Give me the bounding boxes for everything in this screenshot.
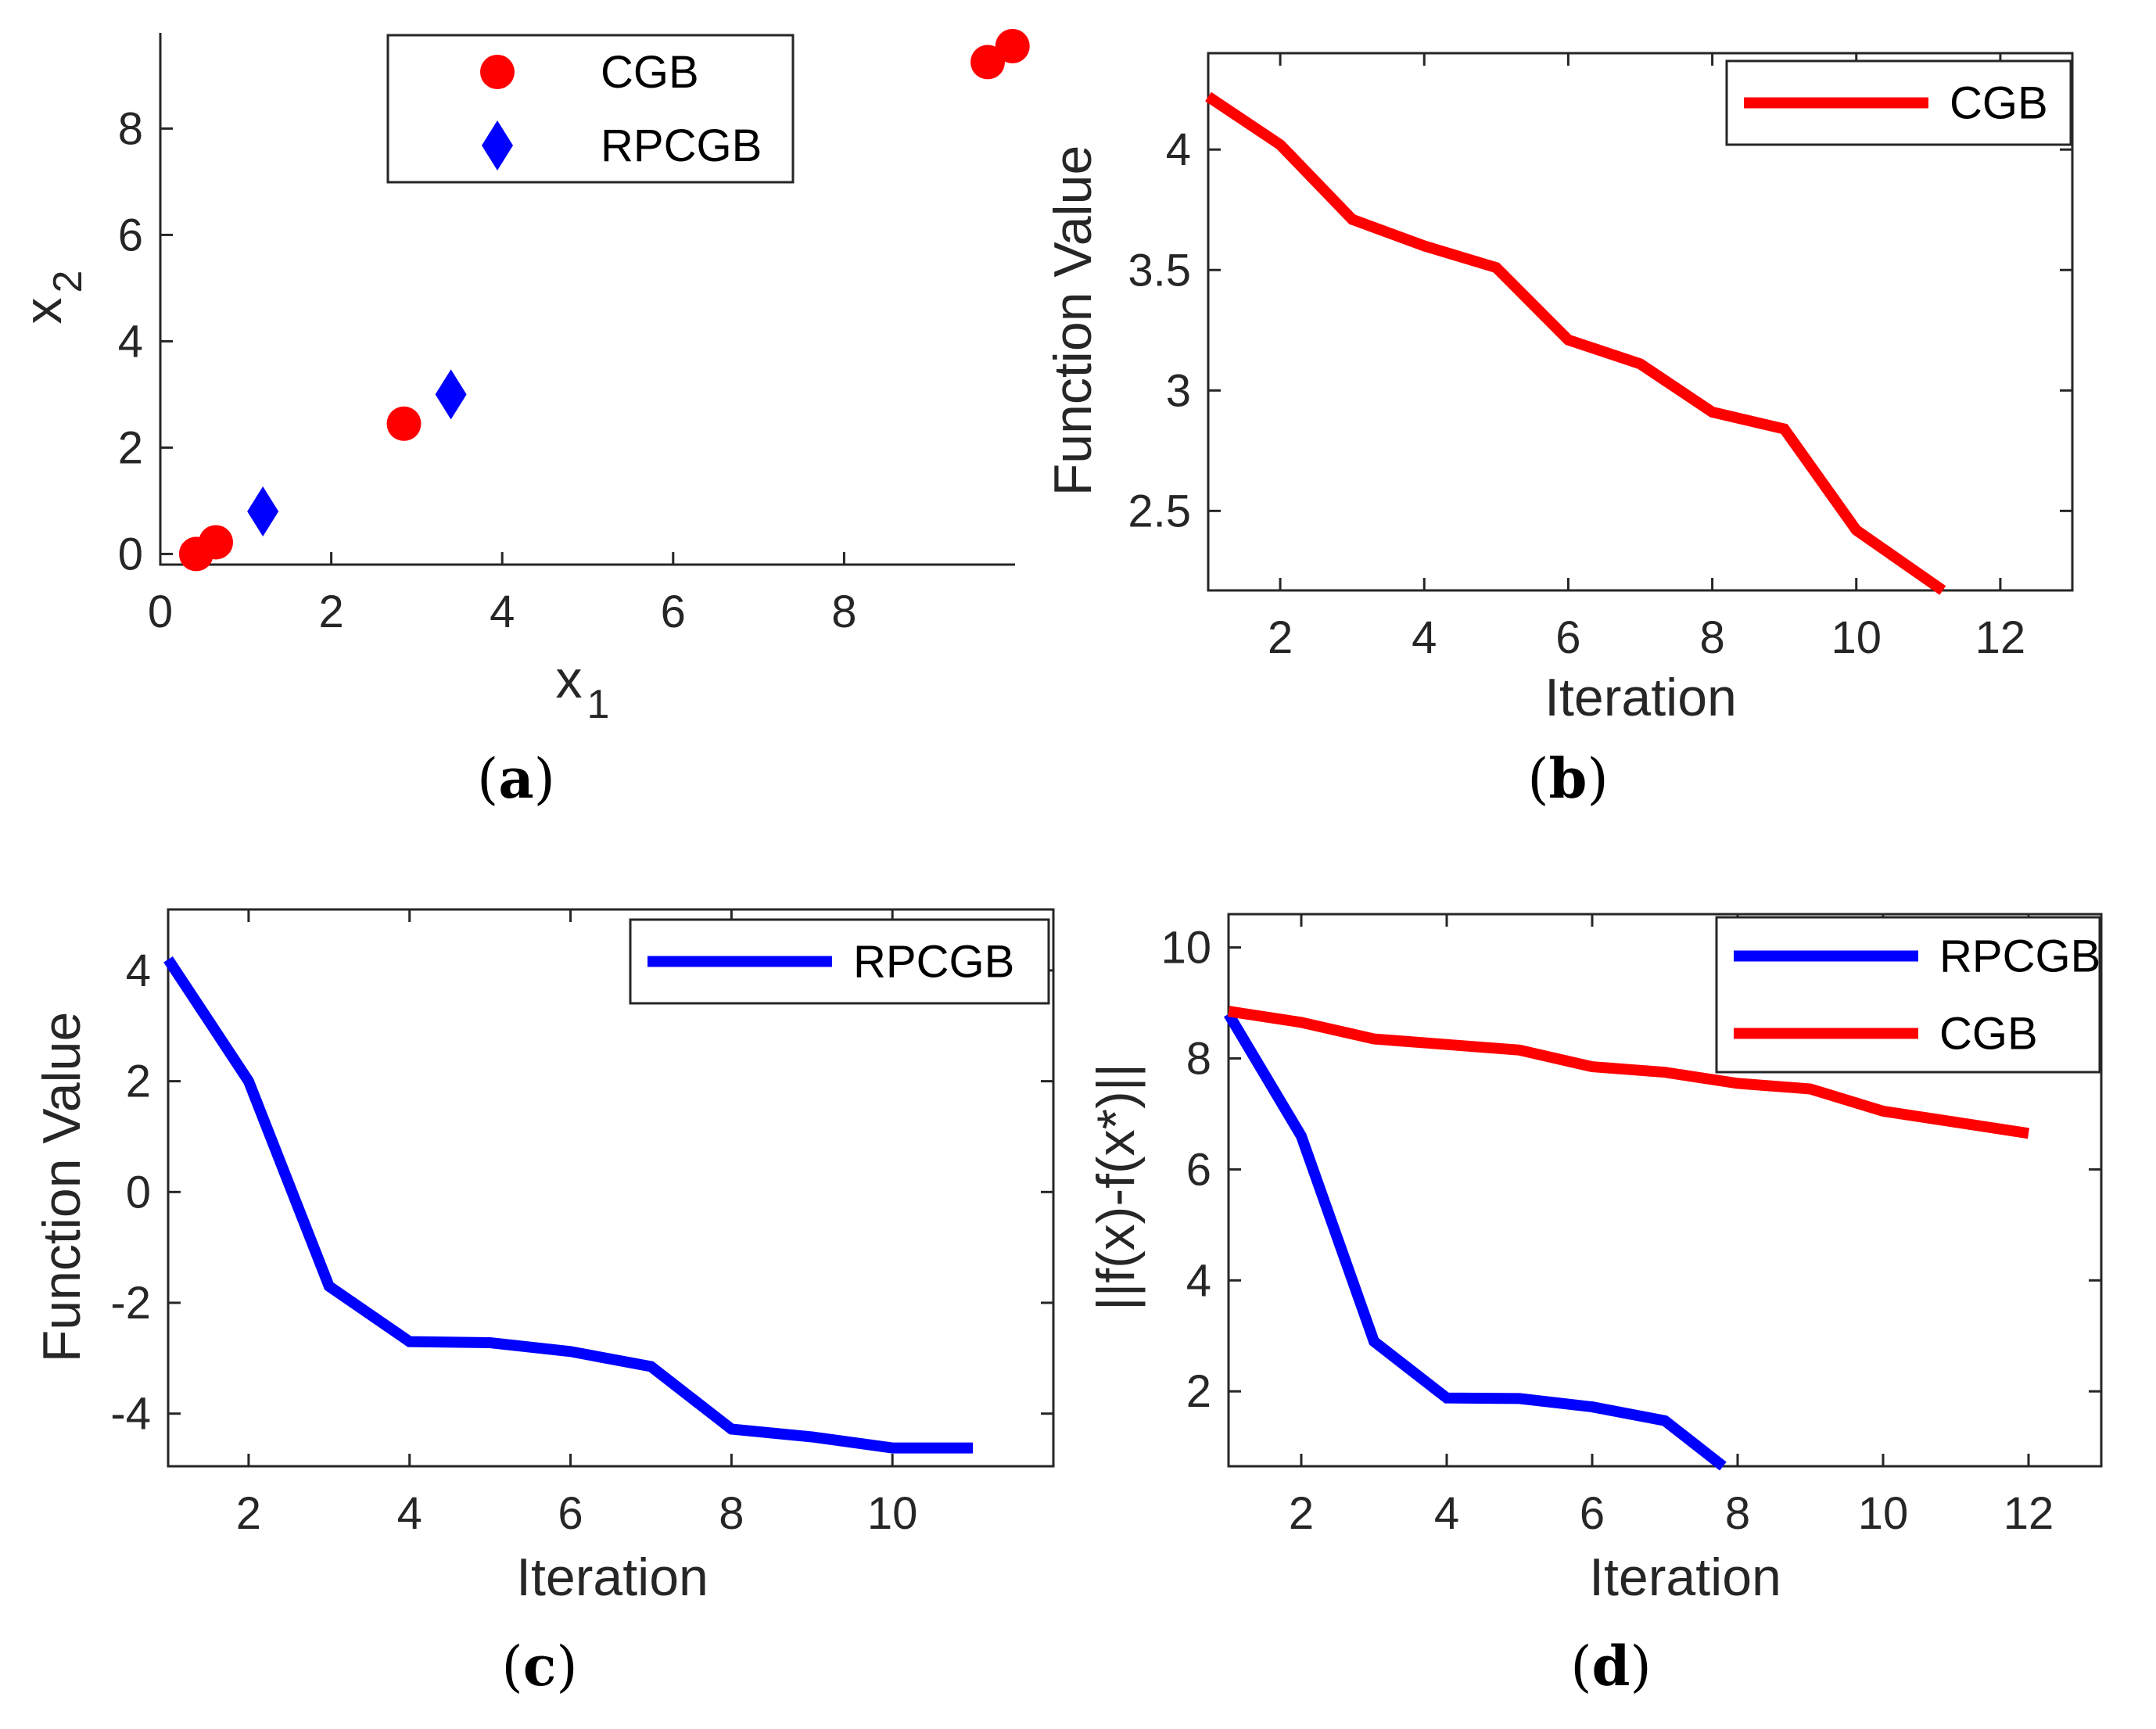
y-tick-label: 3.5 [1128, 245, 1191, 296]
axes-box [1227, 913, 2103, 1468]
panel-caption: (c) [501, 1634, 577, 1699]
data-point-cgb [199, 525, 234, 560]
legend: RPCGB [629, 918, 1050, 1005]
x-tick-label: 8 [1725, 1488, 1750, 1539]
y-tick-label: -2 [110, 1278, 151, 1329]
legend-box [386, 34, 795, 184]
y-axis-label: x2 [13, 271, 91, 325]
x-tick-label: 2 [1268, 612, 1293, 663]
x-tick-label: 2 [1289, 1488, 1314, 1539]
x-tick-label: 6 [661, 586, 686, 637]
y-tick-label: 2.5 [1128, 486, 1191, 536]
x-tick-label: 6 [1580, 1488, 1605, 1539]
x-tick-label: 6 [1555, 612, 1580, 663]
y-tick-label: 4 [126, 945, 151, 996]
x-axis-label: Iteration [1544, 668, 1737, 727]
y-tick-label: 0 [118, 529, 143, 579]
x-tick-label: 12 [2004, 1488, 2054, 1539]
panel-caption: (b) [1527, 746, 1609, 811]
legend: CGB [1725, 59, 2072, 146]
x-tick-label: 0 [148, 586, 173, 637]
panel-caption: (a) [477, 746, 555, 811]
x-tick-label: 4 [1434, 1488, 1459, 1539]
y-tick-label: 6 [118, 210, 143, 260]
x-tick-label: 8 [831, 586, 856, 637]
x-tick-label: 2 [236, 1488, 261, 1539]
panel-c: 2 4 6 8 10 -4 -2 0 2 4 Iteration Function Value RPCG… [32, 908, 1055, 1699]
data-point-cgb [995, 29, 1030, 63]
legend-label-rpcgb: RPCGB [853, 937, 1014, 988]
axes-box [1207, 52, 2074, 592]
panel-caption: (d) [1570, 1634, 1652, 1699]
data-point-cgb [386, 406, 422, 441]
x-tick-label: 2 [318, 586, 343, 637]
legend-marker-rpcgb [482, 120, 513, 170]
series-line-rpcgb [1223, 1011, 1727, 1471]
y-tick-label: 10 [1161, 923, 1211, 974]
x-tick-label: 10 [1858, 1488, 1909, 1539]
x-tick-label: 10 [867, 1488, 918, 1539]
legend-label-rpcgb: RPCGB [1939, 931, 2100, 982]
x-tick-label: 10 [1831, 612, 1882, 663]
y-axis-label: ||f(x)-f(x*)|| [1086, 1064, 1146, 1311]
data-point-rpcgb [247, 486, 279, 536]
y-axis-label: Function Value [1043, 145, 1103, 497]
y-tick-label: 8 [1186, 1033, 1211, 1084]
legend: CGB RPCGB [386, 34, 795, 184]
x-tick-label: 12 [1975, 612, 2026, 663]
panel-d: 2 4 6 8 10 12 2 4 6 8 10 Iteration ||f(x)-f(x*)|| RPC… [1086, 913, 2103, 1699]
x-tick-label: 6 [558, 1488, 583, 1539]
panel-b: 2 4 6 8 10 12 2.5 3 3.5 4 Iteration Function Value C… [1043, 52, 2074, 811]
y-tick-label: 2 [126, 1056, 151, 1107]
y-tick-label: 8 [118, 103, 143, 154]
legend-label-cgb: CGB [1950, 78, 2048, 129]
y-axis-label: Function Value [32, 1012, 91, 1363]
legend-label-cgb: CGB [601, 47, 699, 98]
y-tick-label: 0 [126, 1167, 151, 1218]
x-tick-label: 4 [397, 1488, 422, 1539]
y-tick-label: 6 [1186, 1144, 1211, 1195]
x-tick-label: 8 [719, 1488, 744, 1539]
legend-label-rpcgb: RPCGB [601, 120, 762, 171]
legend: RPCGB CGB [1715, 916, 2101, 1074]
y-tick-label: 4 [1186, 1255, 1211, 1306]
y-tick-label: 2 [118, 422, 143, 473]
series-line-rpcgb [163, 956, 974, 1454]
y-tick-label: 2 [1186, 1366, 1211, 1417]
series-line-cgb [1227, 1006, 2030, 1139]
x-axis-label: Iteration [516, 1548, 709, 1607]
series-line-cgb [1205, 91, 1946, 595]
legend-marker-cgb [480, 55, 515, 89]
y-tick-label: 4 [118, 316, 143, 367]
x-axis-label: Iteration [1589, 1548, 1781, 1607]
legend-label-cgb: CGB [1939, 1009, 2038, 1060]
data-point-rpcgb [435, 369, 467, 420]
panel-a: 0 2 4 6 8 0 2 4 6 8 x 1 x2 CGB RPCGB (a) [13, 29, 1030, 811]
x-tick-label: 4 [490, 586, 515, 637]
y-tick-label: 3 [1166, 365, 1191, 416]
axes-box [167, 908, 1055, 1468]
y-tick-label: 4 [1166, 124, 1191, 175]
y-tick-label: -4 [110, 1389, 151, 1440]
x-tick-label: 4 [1412, 612, 1437, 663]
data-point-cgb [970, 45, 1006, 80]
x-tick-label: 8 [1699, 612, 1724, 663]
legend-box [1715, 916, 2101, 1074]
